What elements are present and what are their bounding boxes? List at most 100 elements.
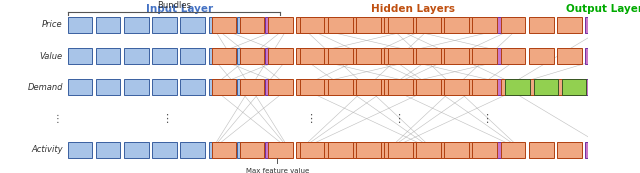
Bar <box>356 48 381 64</box>
Bar <box>240 48 264 64</box>
Bar <box>353 79 377 95</box>
Bar <box>152 79 177 95</box>
Bar <box>209 79 234 95</box>
Bar <box>68 17 92 33</box>
Bar <box>388 48 413 64</box>
Bar <box>409 79 434 95</box>
Bar <box>124 17 148 33</box>
Bar <box>209 142 234 158</box>
Text: ⋮: ⋮ <box>53 114 63 124</box>
Bar <box>68 142 92 158</box>
Bar <box>409 17 434 33</box>
Text: ⋮: ⋮ <box>305 114 316 124</box>
Bar <box>585 48 610 64</box>
Bar <box>152 142 177 158</box>
Bar <box>68 79 92 95</box>
Bar <box>388 142 413 158</box>
Bar <box>152 48 177 64</box>
Bar <box>180 79 205 95</box>
Bar <box>409 142 434 158</box>
Bar <box>180 142 205 158</box>
Bar <box>472 79 497 95</box>
Bar <box>384 48 409 64</box>
Bar <box>180 17 205 33</box>
Bar <box>585 79 610 95</box>
Bar <box>497 79 522 95</box>
Bar <box>444 79 469 95</box>
Bar <box>240 79 264 95</box>
Bar <box>388 79 413 95</box>
Bar <box>500 142 525 158</box>
Bar <box>268 142 292 158</box>
Bar <box>497 142 522 158</box>
Bar <box>300 48 324 64</box>
Bar <box>209 48 234 64</box>
Bar <box>296 79 321 95</box>
Bar <box>209 17 234 33</box>
Bar <box>124 142 148 158</box>
Bar <box>585 142 610 158</box>
Bar <box>268 17 292 33</box>
Bar <box>328 17 353 33</box>
Bar <box>265 142 290 158</box>
Bar <box>353 17 377 33</box>
Bar <box>472 17 497 33</box>
Bar <box>506 79 530 95</box>
Bar <box>300 79 324 95</box>
Bar <box>413 17 437 33</box>
Bar <box>328 142 353 158</box>
Bar <box>500 79 525 95</box>
Bar <box>585 17 610 33</box>
Bar <box>557 17 582 33</box>
Bar <box>237 79 262 95</box>
Bar <box>441 79 465 95</box>
Bar <box>441 17 465 33</box>
Bar <box>381 79 406 95</box>
Bar <box>529 48 554 64</box>
Text: Value: Value <box>40 52 63 61</box>
Bar <box>96 142 120 158</box>
Bar <box>388 17 413 33</box>
Text: ⋮: ⋮ <box>481 114 492 124</box>
Bar <box>472 142 497 158</box>
Bar <box>557 48 582 64</box>
Bar <box>324 79 349 95</box>
Bar <box>265 48 290 64</box>
Bar <box>529 17 554 33</box>
Bar <box>562 79 586 95</box>
Bar <box>265 79 290 95</box>
Bar <box>124 48 148 64</box>
Bar <box>413 79 437 95</box>
Bar <box>240 17 264 33</box>
Bar <box>469 17 493 33</box>
Bar <box>557 142 582 158</box>
Bar <box>416 48 441 64</box>
Bar <box>416 79 441 95</box>
Bar <box>237 142 262 158</box>
Bar <box>497 48 522 64</box>
Bar <box>557 79 582 95</box>
Bar <box>300 17 324 33</box>
Bar <box>212 79 236 95</box>
Bar <box>356 79 381 95</box>
Bar <box>212 17 236 33</box>
Bar <box>324 142 349 158</box>
Bar <box>180 48 205 64</box>
Bar <box>353 48 377 64</box>
Bar <box>384 79 409 95</box>
Bar <box>324 17 349 33</box>
Bar <box>265 17 290 33</box>
Bar <box>500 17 525 33</box>
Bar <box>441 48 465 64</box>
Bar <box>416 17 441 33</box>
Bar <box>444 17 469 33</box>
Bar <box>444 48 469 64</box>
Text: Activity: Activity <box>31 145 63 154</box>
Text: Output Layer: Output Layer <box>566 4 640 14</box>
Bar <box>381 17 406 33</box>
Text: Bundles: Bundles <box>157 1 191 10</box>
Bar <box>409 48 434 64</box>
Bar <box>529 79 554 95</box>
Bar <box>469 79 493 95</box>
Bar <box>268 48 292 64</box>
